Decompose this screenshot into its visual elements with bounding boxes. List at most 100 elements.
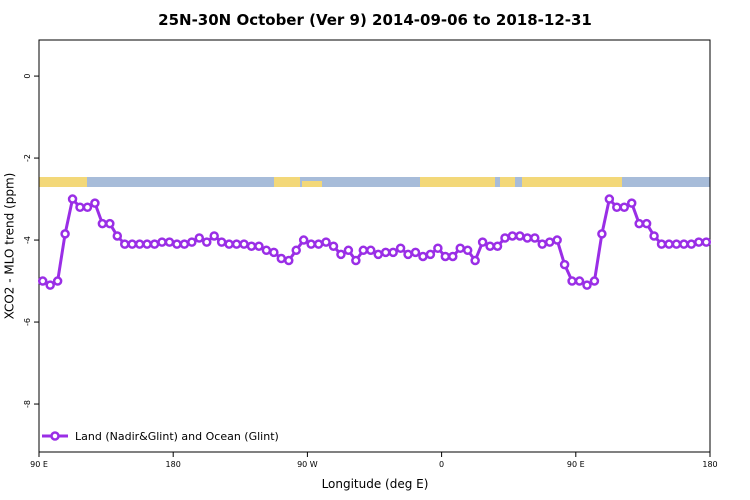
- data-point: [276, 253, 287, 264]
- data-point: [194, 233, 205, 243]
- data-point: [216, 237, 227, 247]
- data-point: [686, 239, 697, 249]
- data-point: [440, 251, 451, 262]
- chart-title: 25N-30N October (Ver 9) 2014-09-06 to 20…: [158, 11, 592, 29]
- data-point: [507, 231, 518, 241]
- data-point: [67, 194, 78, 204]
- data-point: [403, 249, 413, 260]
- data-point: [701, 237, 712, 247]
- data-point: [52, 276, 63, 286]
- y-axis-label: XCO2 - MLO trend (ppm): [3, 173, 17, 320]
- data-point: [75, 202, 85, 213]
- data-point: [380, 247, 391, 258]
- data-point: [634, 218, 644, 229]
- data-point: [224, 239, 234, 249]
- data-point: [679, 239, 689, 249]
- data-point: [559, 259, 570, 270]
- data-point: [373, 249, 383, 260]
- x-tick-label: 90 E: [567, 460, 585, 469]
- data-point: [485, 241, 495, 251]
- data-point: [291, 245, 301, 256]
- data-point: [619, 202, 630, 213]
- data-point: [448, 251, 458, 262]
- legend: Land (Nadir&Glint) and Ocean (Glint): [42, 430, 279, 443]
- y-tick-label: -6: [23, 318, 32, 326]
- y-tick-label: 0: [23, 74, 32, 79]
- data-point: [343, 245, 354, 256]
- data-point: [694, 237, 704, 247]
- data-point: [284, 255, 294, 266]
- legend-label: Land (Nadir&Glint) and Ocean (Glint): [75, 430, 279, 443]
- data-point: [306, 239, 316, 249]
- data-point: [582, 280, 592, 290]
- x-tick-label: 90 W: [297, 460, 318, 469]
- data-point: [604, 194, 615, 204]
- data-point: [664, 239, 674, 249]
- data-point: [112, 231, 123, 241]
- data-point: [649, 231, 659, 241]
- data-point: [82, 202, 93, 213]
- data-point: [239, 239, 249, 249]
- data-point: [142, 239, 152, 249]
- y-tick-label: -2: [23, 154, 32, 162]
- data-point: [522, 233, 533, 243]
- data-point: [351, 255, 361, 266]
- data-point: [552, 235, 562, 245]
- data-point: [418, 251, 428, 262]
- data-point: [671, 239, 682, 249]
- data-point: [515, 231, 525, 241]
- data-point: [597, 229, 607, 239]
- data-point: [410, 247, 421, 258]
- data-point: [313, 239, 324, 249]
- data-point: [455, 243, 465, 254]
- data-point: [209, 231, 219, 241]
- data-point: [172, 239, 182, 249]
- data-point: [612, 202, 622, 213]
- data-point: [119, 239, 130, 249]
- data-point: [567, 276, 577, 286]
- data-point: [470, 255, 480, 266]
- data-point: [492, 241, 503, 251]
- x-tick-label: 90 E: [30, 460, 48, 469]
- data-point: [336, 249, 346, 260]
- data-point: [45, 280, 55, 290]
- x-axis-label: Longitude (deg E): [322, 477, 429, 491]
- data-point: [202, 237, 212, 247]
- data-point: [261, 245, 272, 256]
- data-point: [388, 247, 398, 258]
- data-point: [656, 239, 667, 249]
- data-point: [37, 276, 48, 286]
- x-tick-label: 0: [439, 460, 444, 469]
- data-point: [254, 241, 264, 251]
- data-point: [641, 218, 652, 229]
- data-point: [90, 198, 100, 208]
- data-point: [366, 245, 376, 256]
- plot-frame: [38, 39, 711, 453]
- data-point: [358, 245, 369, 256]
- data-point: [246, 241, 257, 251]
- x-tick-label: 180: [166, 460, 181, 469]
- data-point: [149, 239, 160, 249]
- data-point: [164, 237, 175, 247]
- data-point: [134, 239, 145, 249]
- land-ocean-strip: [39, 177, 710, 187]
- data-point: [462, 245, 473, 256]
- data-point: [589, 276, 600, 286]
- data-point: [231, 239, 242, 249]
- data-point: [537, 239, 547, 249]
- data-point: [321, 237, 331, 247]
- data-point: [127, 239, 137, 249]
- data-point: [60, 229, 70, 239]
- data-point: [328, 241, 339, 251]
- data-point: [395, 243, 406, 254]
- data-point: [269, 247, 279, 258]
- data-point: [626, 198, 637, 208]
- data-point: [157, 237, 167, 247]
- x-tick-label: 180: [702, 460, 717, 469]
- data-point: [433, 243, 443, 254]
- data-point: [187, 237, 197, 247]
- data-point: [105, 218, 115, 229]
- data-point: [574, 276, 585, 286]
- data-point: [500, 233, 510, 243]
